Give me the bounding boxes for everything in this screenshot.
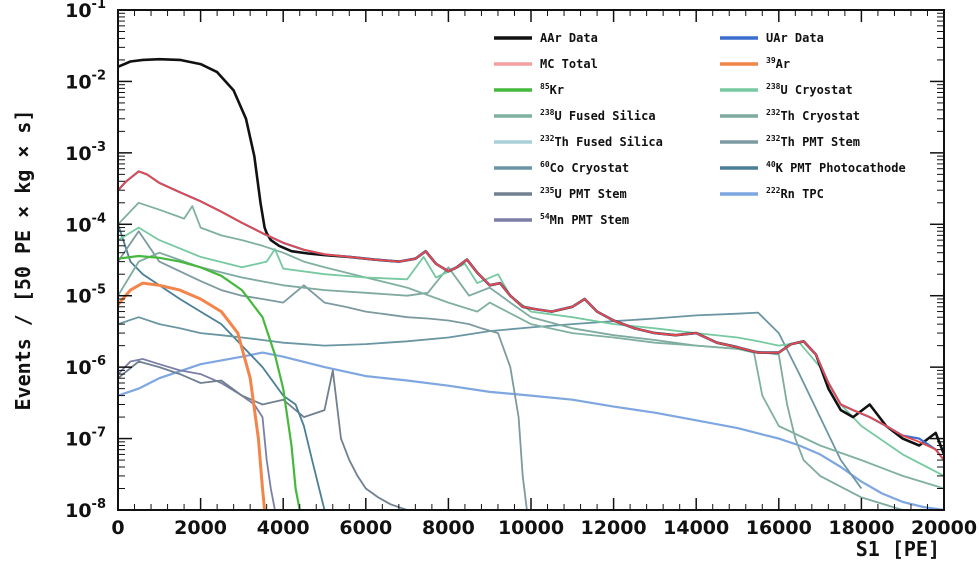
x-tick-label: 4000 [257, 517, 310, 539]
legend-label: 54Mn PMT Stem [540, 212, 629, 227]
x-tick-label: 6000 [339, 517, 392, 539]
legend-label: MC Total [540, 57, 598, 71]
legend-label: 235U PMT Stem [540, 186, 627, 201]
series-line-238u-fused-silica [118, 201, 944, 490]
legend-label: 85Kr [540, 82, 564, 97]
x-tick-label: 20000 [911, 517, 977, 539]
x-tick-label: 0 [111, 517, 124, 539]
legend-label: 60Co Cryostat [540, 160, 629, 175]
series-line-235u-pmt-stem [118, 360, 408, 510]
series-line-222rn-tpc [118, 351, 944, 510]
y-tick-label: 10-5 [65, 283, 106, 308]
legend-label: 238U Fused Silica [540, 108, 656, 123]
legend: AAr Data UAr Data MC Total 39Ar 85Kr 238U Cry… [494, 31, 906, 227]
y-tick-label: 10-3 [65, 140, 106, 165]
series-line-60co-cryostat [118, 311, 863, 490]
series-line-54mn-pmt-stem [118, 358, 276, 510]
legend-label: 232Th Cryostat [766, 108, 860, 123]
x-axis-title: S1 [PE] [856, 537, 940, 561]
x-tick-label: 2000 [174, 517, 227, 539]
series-line-232th-pmt-stem [118, 230, 528, 510]
legend-label: UAr Data [766, 31, 824, 45]
x-tick-label: 16000 [746, 517, 812, 539]
x-tick-label: 10000 [498, 517, 564, 539]
x-tick-label: 8000 [422, 517, 475, 539]
legend-label: 232Th Fused Silica [540, 134, 663, 149]
series-line-232th-cryostat [118, 251, 944, 510]
plot-frame [117, 9, 945, 511]
legend-label: 222Rn TPC [766, 186, 824, 201]
legend-label: AAr Data [540, 31, 598, 45]
series-layer [118, 57, 944, 510]
x-tick-label: 12000 [581, 517, 647, 539]
y-tick-label: 10-7 [65, 426, 106, 451]
legend-label: 238U Cryostat [766, 82, 853, 97]
x-tick-label: 18000 [828, 517, 894, 539]
y-tick-label: 10-6 [65, 354, 106, 379]
y-tick-label: 10-8 [65, 497, 106, 522]
legend-label: 232Th PMT Stem [766, 134, 860, 149]
series-line-mc-total [118, 170, 944, 461]
y-tick-label: 10-1 [65, 0, 106, 22]
y-axis-title: Events / [50 PE × kg × s] [11, 109, 35, 410]
x-tick-label: 14000 [663, 517, 729, 539]
series-line-40k-pmt-photocathode [118, 224, 326, 510]
y-tick-label: 10-4 [65, 211, 106, 236]
series-line-39ar [118, 281, 267, 510]
legend-label: 40K PMT Photocathode [766, 160, 906, 175]
y-tick-label: 10-2 [65, 68, 106, 93]
legend-label: 39Ar [766, 56, 790, 71]
series-line-85kr [118, 254, 301, 510]
